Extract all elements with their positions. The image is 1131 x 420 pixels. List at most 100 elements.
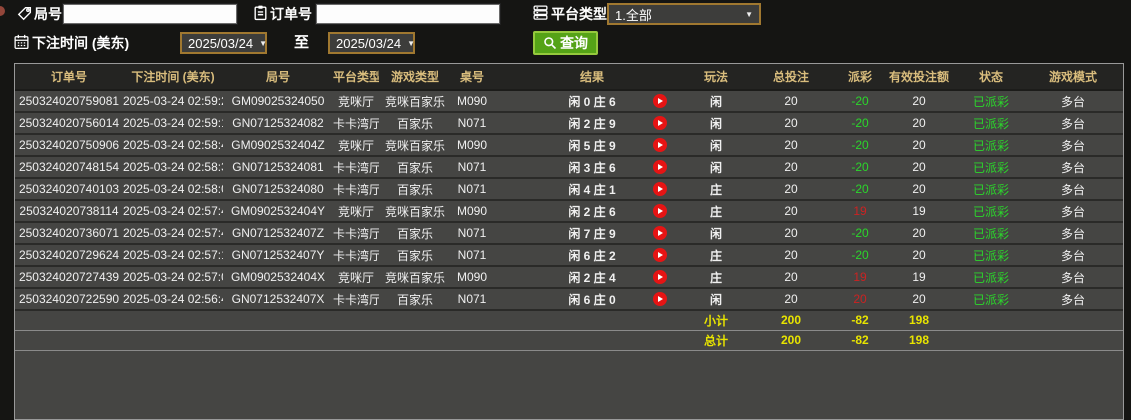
cell-valid-bet: 20: [879, 156, 959, 179]
cell-total-bet: 20: [741, 156, 841, 179]
table-row: 250324020740103 2025-03-24 02:58:03 GN07…: [15, 178, 1123, 201]
play-video-button[interactable]: [653, 160, 667, 174]
cell-round-no: GN07125324081: [223, 156, 333, 179]
cell-order-no: 250324020738114: [15, 200, 123, 223]
cell-status: 已派彩: [959, 134, 1023, 157]
cell-platform: 卡卡湾厅: [333, 156, 379, 179]
cell-payout: 20: [841, 288, 879, 311]
cell-game-mode: 多台: [1023, 200, 1123, 223]
order-no-label: 订单号: [270, 6, 312, 22]
platform-type-value: 1.全部: [615, 7, 652, 23]
cell-play-type: 闲: [691, 112, 741, 135]
cell-status: 已派彩: [959, 266, 1023, 289]
cell-total-bet: 20: [741, 266, 841, 289]
order-no-input[interactable]: [315, 3, 501, 25]
cell-payout: 19: [841, 266, 879, 289]
cell-payout: -20: [841, 156, 879, 179]
cell-game-type: 百家乐: [379, 222, 451, 245]
cell-valid-bet: 20: [879, 178, 959, 201]
cell-total-bet: 20: [741, 112, 841, 135]
cell-order-no: 250324020729624: [15, 244, 123, 267]
cell-bet-time: 2025-03-24 02:59:27: [123, 90, 223, 113]
cell-table-no: M090: [451, 266, 493, 289]
col-header-status: 状态: [959, 64, 1023, 91]
cell-valid-bet: 20: [879, 90, 959, 113]
date-from-select[interactable]: 2025/03/24 ▼: [180, 32, 267, 54]
play-icon: [658, 120, 663, 126]
play-video-button[interactable]: [653, 204, 667, 218]
cell-platform: 竞咪厅: [333, 134, 379, 157]
table-row: 250324020750906 2025-03-24 02:58:49 GM09…: [15, 134, 1123, 157]
cell-game-mode: 多台: [1023, 134, 1123, 157]
play-icon: [658, 274, 663, 280]
play-icon: [658, 230, 663, 236]
col-header-game-mode: 游戏模式: [1023, 64, 1123, 91]
total-payout: -82: [841, 330, 879, 351]
cell-platform: 卡卡湾厅: [333, 178, 379, 201]
play-video-button[interactable]: [653, 248, 667, 262]
play-video-button[interactable]: [653, 138, 667, 152]
result-text: 闲 0 庄 6: [568, 94, 616, 109]
subtotal-valid-bet: 198: [879, 310, 959, 331]
play-video-button[interactable]: [653, 182, 667, 196]
cell-result: 闲 3 庄 6: [493, 156, 691, 179]
cell-payout: -20: [841, 90, 879, 113]
result-text: 闲 3 庄 6: [568, 160, 616, 175]
play-video-button[interactable]: [653, 226, 667, 240]
cell-total-bet: 20: [741, 244, 841, 267]
play-video-button[interactable]: [653, 94, 667, 108]
cell-valid-bet: 19: [879, 200, 959, 223]
cell-round-no: GM0902532404X: [223, 266, 333, 289]
cell-round-no: GM09025324050: [223, 90, 333, 113]
round-no-input[interactable]: [62, 3, 238, 25]
platform-list-icon: [532, 4, 549, 21]
cell-order-no: 250324020722590: [15, 288, 123, 311]
col-header-game-type: 游戏类型: [379, 64, 451, 91]
chevron-down-icon: ▼: [745, 9, 753, 19]
cell-total-bet: 20: [741, 200, 841, 223]
cell-bet-time: 2025-03-24 02:59:14: [123, 112, 223, 135]
play-video-button[interactable]: [653, 116, 667, 130]
records-table: 订单号 下注时间 (美东) 局号 平台类型 游戏类型 桌号 结果 玩法 总投注 …: [14, 63, 1124, 420]
cell-platform: 卡卡湾厅: [333, 244, 379, 267]
play-icon: [658, 208, 663, 214]
subtotal-spacer: [15, 310, 691, 331]
table-row: 250324020738114 2025-03-24 02:57:48 GM09…: [15, 200, 1123, 223]
cell-bet-time: 2025-03-24 02:58:03: [123, 178, 223, 201]
col-header-table-no: 桌号: [451, 64, 493, 91]
search-icon: [543, 36, 557, 50]
table-row: 250324020736071 2025-03-24 02:57:40 GN07…: [15, 222, 1123, 245]
play-video-button[interactable]: [653, 292, 667, 306]
date-to-select[interactable]: 2025/03/24 ▼: [328, 32, 415, 54]
query-button[interactable]: 查询: [533, 31, 598, 55]
chevron-down-icon: ▼: [259, 38, 267, 48]
cell-status: 已派彩: [959, 90, 1023, 113]
cell-play-type: 庄: [691, 178, 741, 201]
play-icon: [658, 98, 663, 104]
col-header-order-no: 订单号: [15, 64, 123, 91]
cell-result: 闲 4 庄 1: [493, 178, 691, 201]
cell-status: 已派彩: [959, 112, 1023, 135]
cell-order-no: 250324020736071: [15, 222, 123, 245]
cell-result: 闲 2 庄 4: [493, 266, 691, 289]
left-edge-dot: [0, 6, 5, 16]
cell-payout: 19: [841, 200, 879, 223]
cell-valid-bet: 20: [879, 134, 959, 157]
cell-game-type: 竞咪百家乐: [379, 134, 451, 157]
cell-play-type: 闲: [691, 288, 741, 311]
cell-game-type: 竞咪百家乐: [379, 90, 451, 113]
cell-table-no: N071: [451, 288, 493, 311]
cell-play-type: 闲: [691, 134, 741, 157]
cell-payout: -20: [841, 112, 879, 135]
cell-total-bet: 20: [741, 288, 841, 311]
cell-game-mode: 多台: [1023, 90, 1123, 113]
cell-order-no: 250324020759081: [15, 90, 123, 113]
platform-type-select[interactable]: 1.全部 ▼: [607, 3, 761, 25]
col-header-payout: 派彩: [841, 64, 879, 91]
play-video-button[interactable]: [653, 270, 667, 284]
cell-order-no: 250324020756014: [15, 112, 123, 135]
cell-valid-bet: 20: [879, 244, 959, 267]
subtotal-row: 小计 200 -82 198: [15, 310, 1123, 331]
cell-platform: 卡卡湾厅: [333, 288, 379, 311]
cell-platform: 竞咪厅: [333, 200, 379, 223]
